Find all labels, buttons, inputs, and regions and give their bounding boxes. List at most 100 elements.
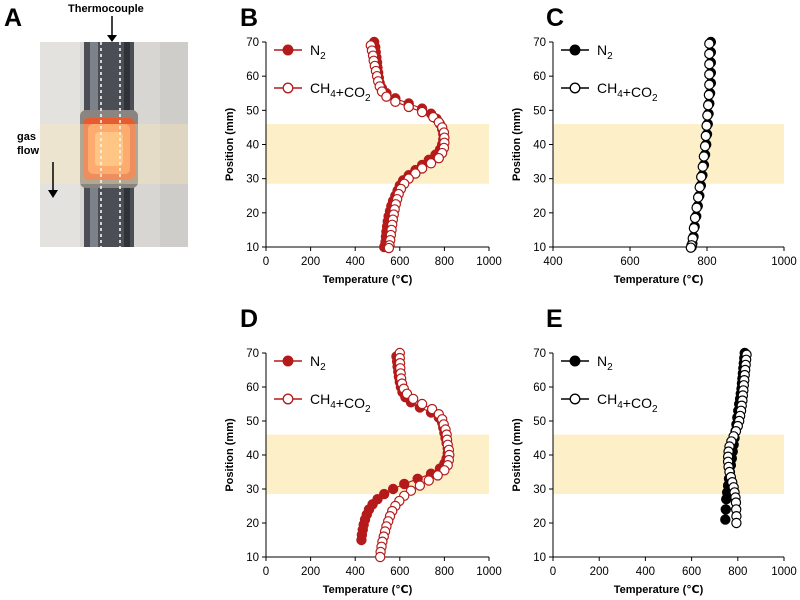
- thermocouple-arrowhead: [107, 35, 117, 42]
- legend: N2 CH4+CO2: [561, 42, 658, 104]
- y-tick-label: 20: [246, 208, 259, 220]
- legend-label: CH4+CO2: [310, 391, 371, 415]
- data-point: [699, 141, 711, 152]
- reaction-zone-band: [553, 434, 784, 495]
- data-point: [423, 475, 434, 486]
- data-point: [387, 483, 399, 495]
- panel-letter-e: E: [546, 305, 563, 333]
- thermocouple-label: Thermocouple: [68, 3, 144, 15]
- reaction-zone-band: [266, 124, 489, 184]
- data-point: [721, 494, 732, 505]
- y-tick-label: 20: [533, 518, 546, 530]
- y-tick-label: 20: [533, 208, 546, 220]
- legend-marker: [282, 393, 294, 405]
- x-axis-label: Temperature (℃): [614, 584, 704, 596]
- data-point: [410, 168, 421, 179]
- series-ch4-co2: [374, 347, 455, 563]
- data-point: [694, 182, 705, 193]
- data-point: [704, 79, 715, 90]
- y-tick-label: 50: [533, 416, 546, 428]
- x-tick-label: 1000: [771, 566, 797, 578]
- legend: N2 CH4+CO2: [561, 353, 658, 415]
- y-tick-label: 40: [533, 140, 546, 152]
- data-point: [691, 202, 702, 213]
- x-tick-label: 0: [550, 566, 556, 578]
- series-ch4-co2: [365, 40, 450, 254]
- data-point: [381, 91, 392, 102]
- data-point: [720, 514, 731, 525]
- y-tick-label: 30: [246, 174, 259, 186]
- data-point: [697, 161, 708, 172]
- y-tick-label: 20: [246, 518, 259, 530]
- legend-label: N2: [597, 353, 613, 373]
- reaction-zone-band: [266, 434, 489, 495]
- data-point: [390, 96, 401, 107]
- legend-marker: [282, 82, 294, 94]
- x-tick-label: 200: [301, 256, 320, 268]
- legend-label: CH4+CO2: [597, 80, 658, 104]
- x-tick-label: 800: [435, 256, 454, 268]
- legend-marker: [282, 355, 294, 367]
- x-tick-label: 200: [590, 566, 609, 578]
- y-axis-label: Position (mm): [224, 418, 236, 492]
- y-tick-label: 40: [246, 140, 259, 152]
- x-tick-label: 400: [346, 566, 365, 578]
- data-point: [383, 242, 395, 254]
- y-tick-label: 10: [533, 242, 546, 254]
- data-point: [407, 393, 419, 405]
- data-point: [702, 100, 714, 111]
- legend-marker: [569, 44, 581, 56]
- data-point: [414, 480, 426, 491]
- x-tick-label: 1000: [476, 566, 502, 578]
- x-tick-label: 600: [682, 566, 701, 578]
- data-point: [689, 212, 701, 224]
- chart-c: 10 20 30 40 50 60 70 400 600 800 1000 Temperature (…: [511, 36, 797, 286]
- y-tick-label: 10: [246, 552, 259, 564]
- panel-letter-b: B: [240, 4, 258, 32]
- legend-marker: [569, 82, 581, 94]
- x-tick-label: 1000: [771, 256, 797, 268]
- data-point: [685, 242, 697, 253]
- gas-flow-arrowhead: [48, 190, 58, 198]
- x-tick-label: 600: [390, 256, 409, 268]
- y-axis-label: Position (mm): [511, 418, 523, 492]
- y-axis-label: Position (mm): [224, 108, 236, 182]
- data-point: [704, 48, 715, 60]
- data-point: [378, 488, 390, 500]
- chart-b: 10 20 30 40 50 60 70 0 200 400 600 800 1000 Temperatu…: [224, 36, 502, 286]
- legend-label: N2: [597, 42, 613, 62]
- data-point: [704, 69, 715, 80]
- data-point: [692, 192, 704, 203]
- data-point: [432, 470, 443, 481]
- x-axis-label: Temperature (℃): [323, 274, 413, 286]
- reactor-photo: [40, 42, 188, 247]
- data-point: [688, 223, 700, 234]
- data-point: [701, 120, 712, 131]
- y-tick-label: 60: [533, 71, 546, 83]
- panel-letter-a: A: [4, 4, 22, 32]
- legend-marker: [569, 393, 581, 405]
- y-tick-label: 10: [246, 242, 259, 254]
- data-point: [439, 465, 450, 476]
- data-point: [702, 110, 713, 121]
- x-tick-label: 600: [390, 566, 409, 578]
- gas-flow-label-2: flow: [17, 145, 39, 157]
- x-tick-label: 800: [697, 256, 716, 268]
- panel-letter-c: C: [546, 4, 564, 32]
- x-tick-label: 200: [301, 566, 320, 578]
- y-tick-label: 60: [246, 382, 259, 394]
- data-point: [433, 152, 445, 164]
- y-tick-label: 60: [246, 71, 259, 83]
- x-tick-label: 800: [435, 566, 454, 578]
- y-tick-label: 70: [246, 348, 259, 360]
- y-tick-label: 70: [533, 348, 546, 360]
- data-point: [426, 403, 438, 415]
- data-point: [425, 158, 437, 169]
- x-tick-label: 0: [263, 256, 269, 268]
- y-tick-label: 40: [533, 450, 546, 462]
- chart-d: 10 20 30 40 50 60 70 0 200 400 600 800 1000 Temperatu…: [224, 347, 502, 596]
- legend-label: N2: [310, 42, 326, 62]
- y-tick-label: 50: [246, 105, 259, 117]
